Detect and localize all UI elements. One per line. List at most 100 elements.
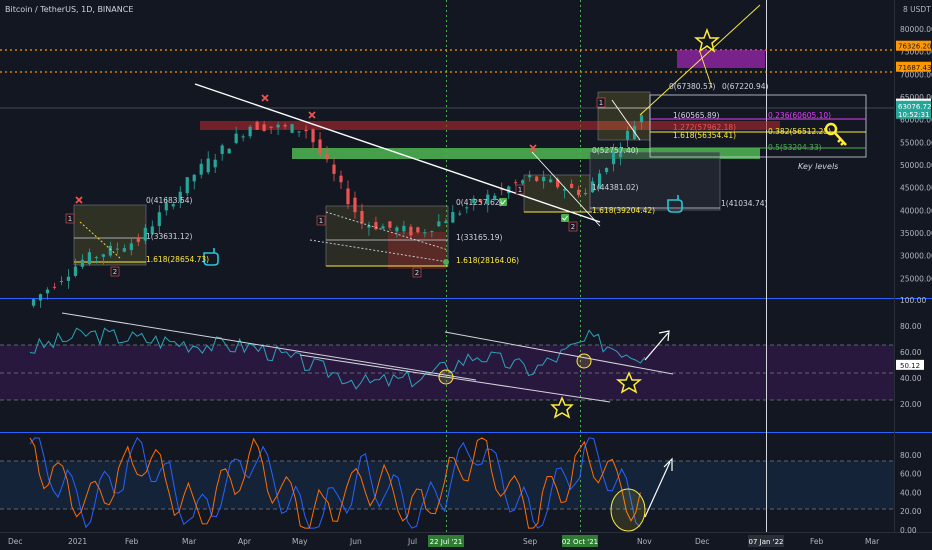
key-levels-box[interactable] bbox=[649, 94, 867, 158]
stoch-d-line bbox=[29, 437, 641, 529]
fib-label: 1.272(57962.18) bbox=[673, 123, 736, 132]
candle-body bbox=[101, 254, 105, 257]
time-marker-label: 22 Jul '21 bbox=[430, 538, 463, 546]
price-tick-label: 40000.00 bbox=[900, 206, 932, 215]
fib-label: 1.618(56354.41) bbox=[673, 131, 736, 140]
resistance-zone[interactable] bbox=[200, 121, 780, 130]
fib-label: 0(41257.62) bbox=[456, 198, 502, 207]
candle-body bbox=[597, 173, 602, 189]
candle-body bbox=[87, 252, 92, 265]
fib-label: 0.236(60605.10) bbox=[768, 111, 831, 120]
rsi-axis[interactable]: 100.00 80.00 60.00 40.00 20.00 50.12 bbox=[896, 296, 926, 409]
rsi-current-badge[interactable] bbox=[896, 359, 924, 370]
stoch-tick-label: 40.00 bbox=[900, 488, 922, 497]
price-tick-label: 80000.00 bbox=[900, 25, 932, 34]
time-tick-label: Dec bbox=[695, 537, 710, 546]
candle-body bbox=[185, 177, 189, 194]
candle-body bbox=[500, 189, 504, 191]
check-dot bbox=[443, 259, 449, 265]
candle-body bbox=[409, 226, 413, 236]
candle-body bbox=[199, 163, 203, 175]
star-icon bbox=[693, 27, 721, 53]
candle-body bbox=[625, 130, 630, 140]
fib-label: 1(33165.19) bbox=[456, 233, 502, 242]
target-zone[interactable] bbox=[677, 50, 765, 68]
price-badge[interactable] bbox=[896, 40, 931, 51]
time-tick-label: Dec bbox=[8, 537, 23, 546]
time-tick-label: Feb bbox=[810, 537, 824, 546]
support-zone[interactable] bbox=[292, 148, 760, 159]
price-badge-label: 10:52:31 bbox=[898, 111, 929, 119]
price-badge[interactable] bbox=[896, 108, 931, 119]
star-icon bbox=[550, 396, 574, 419]
currency-amount: 8 bbox=[903, 5, 908, 14]
rsi-trendline-3[interactable] bbox=[444, 331, 674, 375]
rsi-tick-label: 20.00 bbox=[900, 400, 922, 409]
wedge-line[interactable] bbox=[531, 151, 601, 227]
time-tick-label: Mar bbox=[865, 537, 880, 546]
candle-body bbox=[164, 202, 168, 211]
stoch-k-line bbox=[29, 437, 641, 529]
candle-body bbox=[38, 294, 43, 301]
candle-body bbox=[367, 225, 371, 228]
time-marker-label: 07 Jan '22 bbox=[749, 538, 784, 546]
rsi-trendline-2[interactable] bbox=[299, 354, 611, 403]
price-badge[interactable] bbox=[896, 61, 931, 72]
time-marker-badge[interactable] bbox=[562, 535, 598, 547]
check-mark-path bbox=[500, 199, 506, 205]
candle-body bbox=[143, 227, 147, 241]
candle-body bbox=[80, 259, 85, 267]
dotted-channel bbox=[309, 239, 449, 263]
time-axis[interactable]: Dec 2021 Feb Mar Apr May Jun Jul Sep Nov Dec Feb Mar… bbox=[8, 535, 880, 547]
candle-body bbox=[269, 126, 273, 128]
price-badge[interactable] bbox=[896, 100, 931, 111]
candle-body bbox=[542, 176, 546, 182]
candle-body bbox=[283, 124, 287, 127]
stoch-axis[interactable]: 80.00 60.00 40.00 20.00 0.00 bbox=[900, 451, 922, 535]
candle-body bbox=[486, 194, 490, 205]
projection-line-1[interactable] bbox=[639, 4, 761, 116]
candle-body bbox=[528, 175, 532, 178]
candle-body bbox=[290, 124, 294, 133]
time-marker-badge[interactable] bbox=[748, 535, 784, 547]
dotted-channel bbox=[79, 221, 121, 259]
projection-line-2[interactable] bbox=[699, 51, 713, 89]
fib-box-2-red bbox=[388, 232, 446, 269]
wave-label: 2 bbox=[571, 223, 575, 231]
candle-body bbox=[402, 225, 406, 232]
candle-body bbox=[611, 151, 616, 165]
price-badge-label: 76326.20 bbox=[898, 43, 931, 51]
candle-body bbox=[122, 248, 126, 252]
stoch-arrowhead bbox=[663, 457, 673, 471]
time-tick-label: 2021 bbox=[68, 537, 87, 546]
candle-body bbox=[493, 195, 497, 200]
wave-label: 1 bbox=[319, 217, 323, 225]
candle-body bbox=[171, 204, 175, 207]
x-mark-icon bbox=[75, 196, 83, 204]
candle-body bbox=[220, 145, 224, 154]
rsi-trendline-1[interactable] bbox=[61, 312, 477, 381]
fib-box-2[interactable] bbox=[325, 205, 449, 267]
rsi-line bbox=[29, 327, 646, 390]
candle-body bbox=[395, 227, 399, 232]
downtrend-line[interactable] bbox=[194, 83, 601, 223]
candle-body bbox=[318, 139, 322, 153]
time-marker-badge[interactable] bbox=[428, 535, 464, 547]
candle-body bbox=[590, 181, 595, 193]
fib-label: 0(67220.94) bbox=[722, 82, 768, 91]
candle-body bbox=[353, 197, 357, 213]
candle-body bbox=[150, 226, 154, 235]
candle-body bbox=[444, 221, 448, 224]
wedge-line[interactable] bbox=[611, 99, 641, 141]
time-tick-label: Feb bbox=[125, 537, 139, 546]
fib-box-4[interactable] bbox=[589, 151, 721, 211]
currency-code: USDT bbox=[910, 5, 931, 14]
x-mark-icons bbox=[75, 94, 537, 204]
x-mark-icon bbox=[261, 94, 269, 102]
candle-body bbox=[255, 121, 259, 130]
wave-label: 2 bbox=[113, 268, 117, 276]
candle-body bbox=[563, 189, 567, 191]
price-axis[interactable]: 80000.00 75000.00 70000.00 65000.00 60000.00… bbox=[896, 25, 932, 283]
wave-label: 1 bbox=[599, 99, 603, 107]
